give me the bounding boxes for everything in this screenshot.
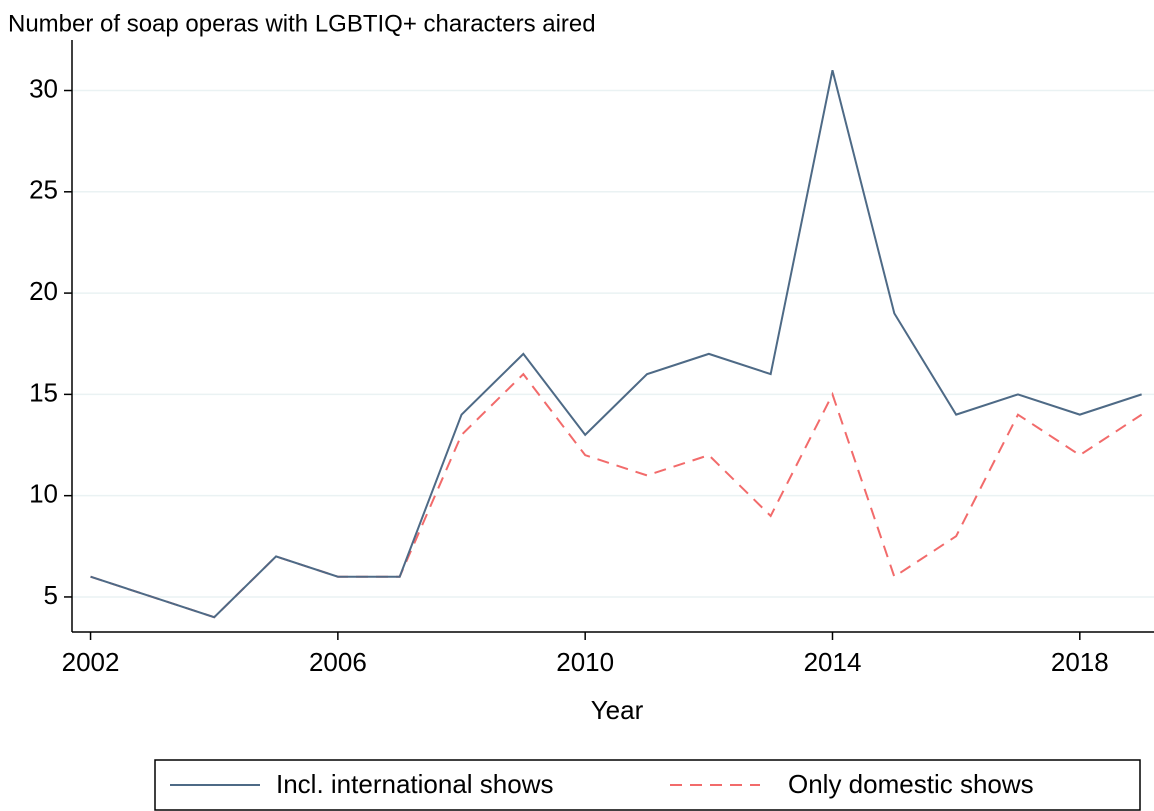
x-tick-label: 2010 bbox=[556, 647, 614, 677]
y-tick-label: 15 bbox=[29, 377, 58, 407]
x-tick-label: 2006 bbox=[309, 647, 367, 677]
legend-box bbox=[154, 759, 1141, 811]
series-line bbox=[90, 70, 1142, 619]
y-tick-label: 30 bbox=[29, 73, 58, 103]
chart-title: Number of soap operas with LGBTIQ+ chara… bbox=[8, 10, 596, 37]
x-tick-label: 2014 bbox=[804, 647, 862, 677]
x-axis-label: Year bbox=[591, 695, 644, 725]
legend-label: Only domestic shows bbox=[788, 769, 1034, 799]
y-tick-label: 20 bbox=[29, 276, 58, 306]
legend-label: Incl. international shows bbox=[276, 769, 553, 799]
x-tick-label: 2002 bbox=[62, 647, 120, 677]
x-tick-label: 2018 bbox=[1051, 647, 1109, 677]
y-tick-label: 25 bbox=[29, 175, 58, 205]
y-tick-label: 10 bbox=[29, 479, 58, 509]
y-tick-label: 5 bbox=[44, 580, 58, 610]
